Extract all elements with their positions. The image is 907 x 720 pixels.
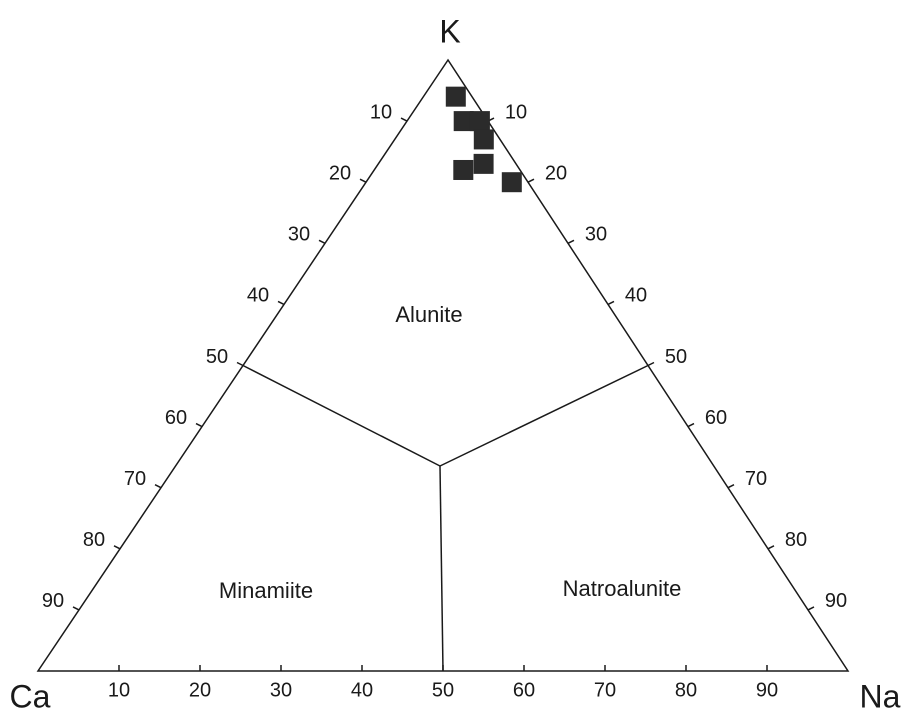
bottom-tick-label: 80 (675, 679, 697, 701)
region-boundary (439, 364, 649, 467)
tick-mark (687, 422, 695, 428)
right-tick-label: 50 (665, 346, 687, 368)
left-tick-label: 70 (124, 468, 146, 490)
right-tick-label: 30 (585, 224, 607, 246)
bottom-tick-label: 50 (432, 679, 454, 701)
bottom-tick-label: 20 (189, 679, 211, 701)
bottom-tick-label: 10 (108, 679, 130, 701)
bottom-tick-label: 40 (351, 679, 373, 701)
tick-mark (359, 178, 367, 183)
data-point (445, 86, 466, 107)
region-label: Minamiite (219, 578, 313, 603)
right-tick-label: 60 (705, 407, 727, 429)
tick-mark (318, 239, 326, 244)
region-boundary (439, 465, 444, 672)
bottom-tick-label: 60 (513, 679, 535, 701)
tick-mark (236, 361, 244, 367)
region-label: Alunite (395, 302, 462, 327)
bottom-tick-label: 70 (594, 679, 616, 701)
left-tick-label: 80 (83, 529, 105, 551)
tick-mark (154, 484, 162, 489)
corner-label: K (439, 13, 460, 49)
data-point (469, 111, 490, 132)
bottom-tick-label: 90 (756, 679, 778, 701)
tick-mark (400, 117, 408, 122)
tick-mark (647, 361, 655, 367)
tick-mark (727, 484, 735, 489)
corner-label: Ca (10, 678, 51, 714)
tick-mark (195, 422, 203, 428)
corner-label: Na (860, 678, 901, 714)
left-tick-label: 50 (206, 346, 228, 368)
data-point (453, 111, 474, 132)
data-point (473, 153, 494, 174)
triangle-frame (36, 58, 850, 672)
left-tick-label: 10 (370, 101, 392, 123)
right-tick-label: 80 (785, 529, 807, 551)
tick-mark (607, 300, 615, 306)
left-tick-label: 40 (247, 285, 269, 307)
tick-mark (527, 178, 535, 183)
right-tick-label: 10 (505, 101, 527, 123)
left-tick-label: 60 (165, 407, 187, 429)
tick-mark (113, 545, 121, 550)
tick-mark (807, 606, 815, 611)
region-label: Natroalunite (563, 576, 682, 601)
tick-mark (72, 606, 80, 611)
region-boundary (242, 364, 441, 467)
tick-mark (767, 545, 775, 550)
data-point (453, 159, 474, 180)
bottom-tick-label: 30 (270, 679, 292, 701)
left-tick-label: 20 (329, 162, 351, 184)
left-tick-label: 90 (42, 590, 64, 612)
tick-mark (277, 300, 285, 306)
left-tick-label: 30 (288, 224, 310, 246)
data-point (501, 172, 522, 193)
right-tick-label: 70 (745, 468, 767, 490)
right-tick-label: 90 (825, 590, 847, 612)
right-tick-label: 40 (625, 285, 647, 307)
data-point (473, 129, 494, 150)
tick-mark (567, 239, 575, 244)
right-tick-label: 20 (545, 162, 567, 184)
